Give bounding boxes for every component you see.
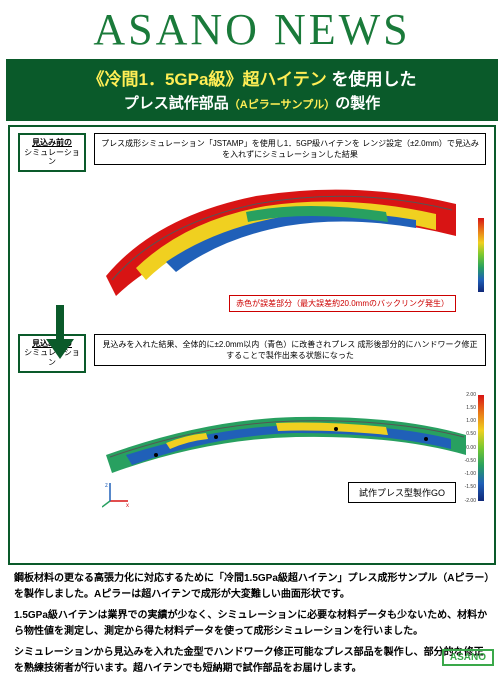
legend-tick: -1.00 bbox=[465, 471, 476, 477]
masthead-title: ASANO NEWS bbox=[0, 0, 504, 55]
stage2-legend bbox=[478, 395, 484, 501]
headline-band: 《冷間1．5GPa級》超ハイテン を使用した プレス試作部品（Aピラーサンプル）… bbox=[6, 59, 498, 121]
asano-logo: ASANO bbox=[442, 647, 494, 666]
stage1-desc: プレス成形シミュレーション「JSTAMP」を使用し1．5GP級ハイテンを レンジ… bbox=[94, 133, 486, 165]
headline-paren: （Aピラーサンプル） bbox=[229, 99, 335, 111]
body-text: 鋼板材料の更なる高張力化に対応するために「冷間1.5GPa級超ハイテン」プレス成… bbox=[0, 571, 504, 676]
body-p3: シミュレーションから見込みを入れた金型でハンドワーク修正可能なプレス部品を製作し… bbox=[14, 645, 490, 676]
body-p2: 1.5GPa級ハイテンは業界での実績が少なく、シミュレーションに必要な材料データ… bbox=[14, 608, 490, 639]
logo-text: ASANO bbox=[442, 649, 494, 666]
headline-em2: 超ハイテン bbox=[242, 70, 326, 89]
headline-line2: プレス試作部品（Aピラーサンプル）の製作 bbox=[6, 92, 498, 113]
legend-tick: 0.00 bbox=[466, 445, 476, 451]
headline-tail1: を使用した bbox=[327, 70, 417, 89]
stage2-desc: 見込みを入れた結果、全体的に±2.0mm以内（青色）に改善されプレス 成形後部分… bbox=[94, 334, 486, 366]
stage1-label-bottom: シミュレーション bbox=[24, 148, 80, 167]
svg-text:x: x bbox=[126, 503, 129, 509]
stage1-label: 見込み前の シミュレーション bbox=[18, 133, 86, 172]
stage2-sim-area: 2.00 1.50 1.00 0.50 0.00 -0.50 -1.00 -1.50 -2.00… bbox=[96, 377, 486, 517]
legend-tick: -2.00 bbox=[465, 498, 476, 504]
legend-tick: 2.00 bbox=[466, 392, 476, 398]
legend-tick: -1.50 bbox=[465, 484, 476, 490]
legend-tick: -0.50 bbox=[465, 458, 476, 464]
stage1-pillar-render bbox=[96, 176, 476, 308]
stage2-go-callout: 試作プレス型製作GO bbox=[348, 482, 456, 503]
headline-line1: 《冷間1．5GPa級》超ハイテン を使用した bbox=[6, 65, 498, 90]
stage1-row: 見込み前の シミュレーション プレス成形シミュレーション「JSTAMP」を使用し… bbox=[18, 133, 486, 172]
down-arrow-icon bbox=[46, 305, 74, 359]
svg-text:z: z bbox=[105, 483, 108, 489]
stage1-legend bbox=[478, 218, 484, 292]
headline-em1: 《冷間1．5GPa級》 bbox=[88, 70, 243, 89]
legend-tick: 1.50 bbox=[466, 405, 476, 411]
stage1-label-top: 見込み前の bbox=[24, 138, 80, 148]
stage2-pillar-render bbox=[96, 377, 476, 497]
headline-2a: プレス試作部品 bbox=[124, 95, 229, 112]
stage1-sim-area: 赤色が誤差部分（最大誤差約20.0mmのバックリング発生） bbox=[96, 176, 486, 316]
headline-2b: の製作 bbox=[335, 95, 380, 112]
stage2-row: 見込み後の シミュレーション 見込みを入れた結果、全体的に±2.0mm以内（青色… bbox=[18, 334, 486, 373]
stage1-error-callout: 赤色が誤差部分（最大誤差約20.0mmのバックリング発生） bbox=[229, 295, 456, 312]
axis-gizmo-icon: x z bbox=[102, 479, 132, 509]
body-p1: 鋼板材料の更なる高張力化に対応するために「冷間1.5GPa級超ハイテン」プレス成… bbox=[14, 571, 490, 602]
legend-tick: 0.50 bbox=[466, 431, 476, 437]
main-content-box: 見込み前の シミュレーション プレス成形シミュレーション「JSTAMP」を使用し… bbox=[8, 125, 496, 565]
legend-tick: 1.00 bbox=[466, 418, 476, 424]
